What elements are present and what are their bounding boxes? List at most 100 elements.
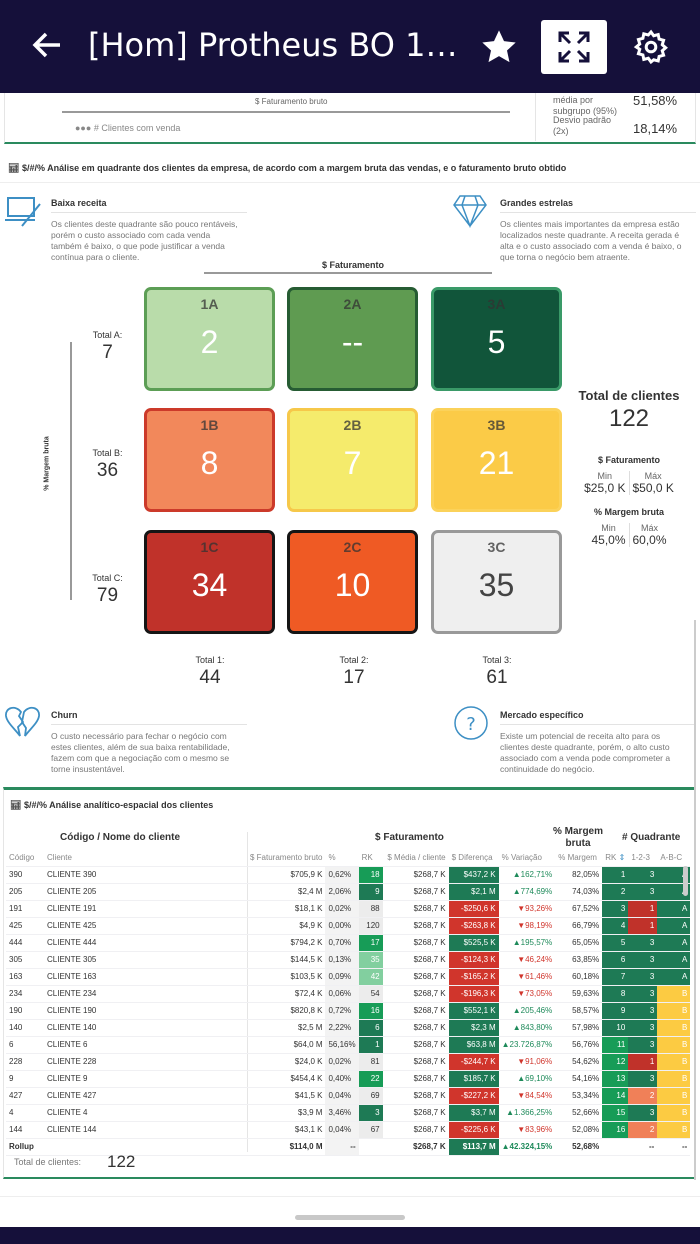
- client-table: Código Cliente $ Faturamento bruto% RK $ Méd…: [6, 849, 691, 1156]
- cell-faturamento: $103,5 K: [247, 968, 326, 986]
- page-scrollbar[interactable]: [694, 620, 696, 1180]
- cell-quadrant-abc: A: [657, 968, 691, 986]
- bottom-bar: [0, 1227, 700, 1244]
- table-row[interactable]: 444 CLIENTE 444 $794,2 K 0,70% 17 $268,7 K $52…: [6, 934, 691, 952]
- triangle-up-icon: ▲: [506, 1108, 514, 1117]
- column-header[interactable]: RK: [358, 849, 383, 867]
- quadrant-cell-2a[interactable]: 2A --: [287, 287, 418, 391]
- desc-mercado-especifico: Mercado específico Existe um potencial de…: [500, 710, 696, 775]
- fat-min: $25,0 K: [584, 481, 626, 495]
- table-row[interactable]: 390 CLIENTE 390 $705,9 K 0,62% 18 $268,7 K $43…: [6, 866, 691, 884]
- cell-quadrant-123: 3: [628, 985, 658, 1003]
- table-row[interactable]: 4 CLIENTE 4 $3,9 M 3,46% 3 $268,7 K $3,7 M ▲1.3…: [6, 1104, 691, 1122]
- table-row[interactable]: 6 CLIENTE 6 $64,0 M 56,16% 1 $268,7 K $63,8 M ▲…: [6, 1036, 691, 1054]
- table-row[interactable]: 425 CLIENTE 425 $4,9 K 0,00% 120 $268,7 K -$26…: [6, 917, 691, 935]
- quadrant-cell-2b[interactable]: 2B 7: [287, 408, 418, 512]
- triangle-up-icon: ▲: [501, 1040, 510, 1049]
- column-header[interactable]: % Margem: [555, 849, 603, 867]
- cell-media: $268,7 K: [382, 1070, 449, 1088]
- table-row[interactable]: 163 CLIENTE 163 $103,5 K 0,09% 42 $268,7 K -$1…: [6, 968, 691, 986]
- cell-diferenca: -$250,6 K: [448, 900, 499, 918]
- cell-faturamento: $2,4 M: [247, 883, 326, 901]
- x-axis-arrow: [204, 272, 492, 274]
- gear-icon[interactable]: [618, 20, 684, 74]
- quadrant-cell-2c[interactable]: 2C 10: [287, 530, 418, 634]
- cell-diferenca: $525,5 K: [448, 934, 499, 952]
- question-icon: ?: [453, 705, 489, 746]
- horizontal-scrollbar[interactable]: [295, 1215, 405, 1220]
- table-row[interactable]: 191 CLIENTE 191 $18,1 K 0,02% 88 $268,7 K -$25…: [6, 900, 691, 918]
- cell-margem-rk: 4: [602, 917, 629, 935]
- quadrant-cell-3b[interactable]: 3B 21: [431, 408, 562, 512]
- table-row[interactable]: 228 CLIENTE 228 $24,0 K 0,02% 81 $268,7 K -$24…: [6, 1053, 691, 1071]
- arrow-left-icon[interactable]: [30, 28, 64, 67]
- cell-quadrant-123: 3: [628, 1104, 658, 1122]
- quadrant-cell-3c[interactable]: 3C 35: [431, 530, 562, 634]
- column-header[interactable]: $ Faturamento bruto: [247, 849, 326, 867]
- cell-variacao: ▼46,24%: [498, 951, 556, 969]
- cell-rk: 3: [358, 1104, 383, 1122]
- cell-margem-rk: 10: [602, 1019, 629, 1037]
- cell-quadrant-123: 3: [628, 951, 658, 969]
- table-row[interactable]: 190 CLIENTE 190 $820,8 K 0,72% 16 $268,7 K $55…: [6, 1002, 691, 1020]
- cell-margem: 56,76%: [555, 1036, 603, 1054]
- diamond-icon: [452, 194, 488, 233]
- column-header[interactable]: A-B-C: [657, 849, 691, 867]
- column-header[interactable]: Código: [6, 849, 44, 867]
- cell-quadrant-123: 3: [628, 866, 658, 884]
- row-total-a: Total A: 7: [92, 330, 123, 363]
- sort-icon[interactable]: ⇕: [618, 852, 626, 862]
- cell-code: 144: [6, 1121, 44, 1139]
- stat-value: 51,58%: [633, 93, 678, 108]
- cell-diferenca: $552,1 K: [448, 1002, 499, 1020]
- column-header[interactable]: $ Diferença: [448, 849, 499, 867]
- triangle-up-icon: ▲: [512, 887, 521, 896]
- column-header[interactable]: RK ⇕: [602, 849, 629, 867]
- cell-pct: 3,46%: [325, 1104, 359, 1122]
- table-row[interactable]: 234 CLIENTE 234 $72,4 K 0,06% 54 $268,7 K -$19…: [6, 985, 691, 1003]
- triangle-down-icon: ▼: [517, 904, 526, 913]
- star-icon[interactable]: [466, 20, 532, 74]
- cell-media: $268,7 K: [382, 985, 449, 1003]
- page-title: [Hom] Protheus BO 1....: [88, 26, 458, 64]
- cell-count: 10: [334, 567, 371, 603]
- cell-margem-rk: 1: [602, 866, 629, 884]
- quadrant-cell-1c[interactable]: 1C 34: [144, 530, 275, 634]
- cell-label: 3A: [487, 296, 506, 312]
- cell-faturamento: $144,5 K: [247, 951, 326, 969]
- cell-rk: 67: [358, 1121, 383, 1139]
- cell-client: CLIENTE 425: [44, 917, 247, 935]
- cell-rk: 22: [358, 1070, 383, 1088]
- cell-code: 234: [6, 985, 44, 1003]
- cell-count: 7: [343, 445, 362, 481]
- column-header[interactable]: % Variação: [498, 849, 556, 867]
- cell-margem: 52,08%: [555, 1121, 603, 1139]
- cell-media: $268,7 K: [382, 1002, 449, 1020]
- table-row[interactable]: 140 CLIENTE 140 $2,5 M 2,22% 6 $268,7 K $2,3 M…: [6, 1019, 691, 1037]
- quadrant-cell-3a[interactable]: 3A 5: [431, 287, 562, 391]
- summary-panel: Total de clientes 122 $ Faturamento Min $…: [570, 388, 688, 547]
- cell-quadrant-abc: A: [657, 917, 691, 935]
- cell-margem: 58,57%: [555, 1002, 603, 1020]
- cell-code: 9: [6, 1070, 44, 1088]
- cell-pct: 56,16%: [325, 1036, 359, 1054]
- table-row[interactable]: 305 CLIENTE 305 $144,5 K 0,13% 35 $268,7 K -$1…: [6, 951, 691, 969]
- table-scrollbar[interactable]: [683, 866, 688, 896]
- quadrant-cell-1a[interactable]: 1A 2: [144, 287, 275, 391]
- table-row[interactable]: 144 CLIENTE 144 $43,1 K 0,04% 67 $268,7 K -$22…: [6, 1121, 691, 1139]
- x-axis-label: $ Faturamento bruto: [255, 97, 328, 106]
- column-header[interactable]: $ Média / cliente: [382, 849, 449, 867]
- table-row[interactable]: 9 CLIENTE 9 $454,4 K 0,40% 22 $268,7 K $185,7 …: [6, 1070, 691, 1088]
- column-header[interactable]: %: [325, 849, 359, 867]
- table-row[interactable]: 205 CLIENTE 205 $2,4 M 2,06% 9 $268,7 K $2,1 M…: [6, 883, 691, 901]
- cell-faturamento: $64,0 M: [247, 1036, 326, 1054]
- cell-pct: 0,62%: [325, 866, 359, 884]
- cell-client: CLIENTE 144: [44, 1121, 247, 1139]
- table-row[interactable]: 427 CLIENTE 427 $41,5 K 0,04% 69 $268,7 K -$22…: [6, 1087, 691, 1105]
- cell-margem: 65,05%: [555, 934, 603, 952]
- column-header[interactable]: Cliente: [44, 849, 247, 867]
- cell-faturamento: $2,5 M: [247, 1019, 326, 1037]
- column-header[interactable]: 1-2-3: [628, 849, 658, 867]
- expand-icon[interactable]: [541, 20, 607, 74]
- quadrant-cell-1b[interactable]: 1B 8: [144, 408, 275, 512]
